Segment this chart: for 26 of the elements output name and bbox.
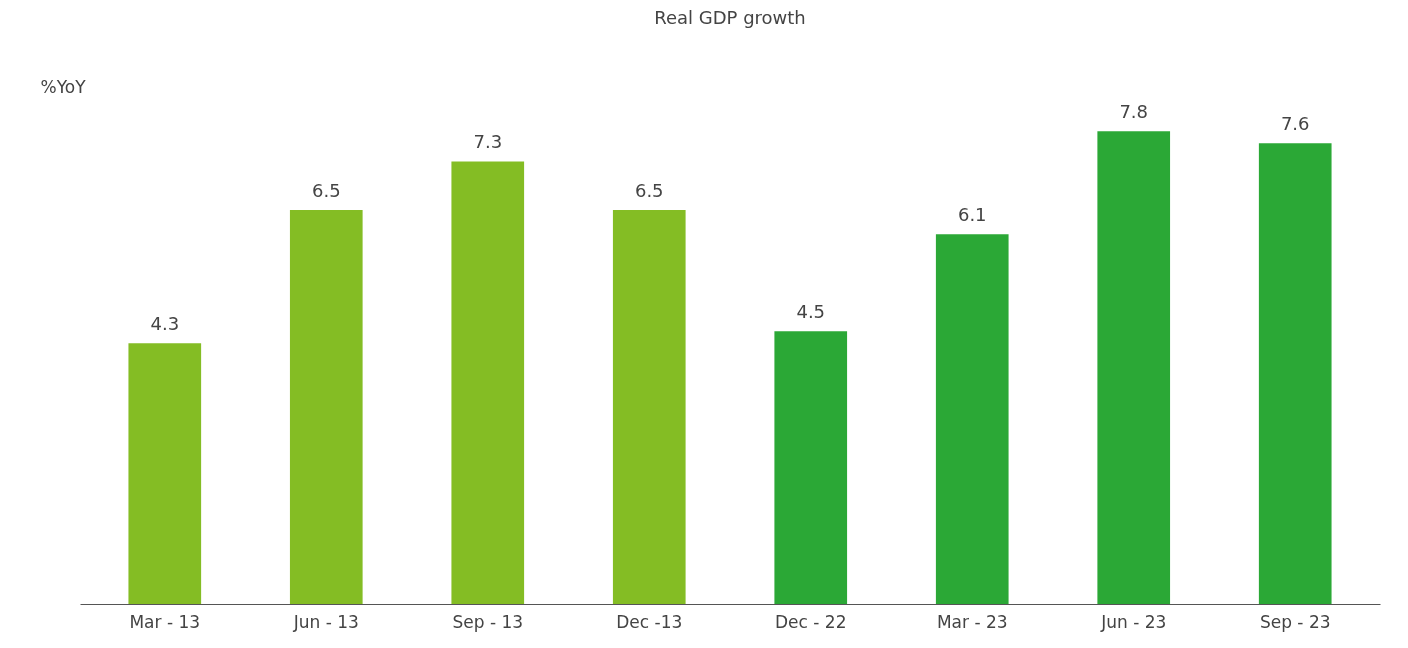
bar (1097, 131, 1171, 604)
x-tick-label: Jun - 13 (292, 611, 359, 632)
x-tick-label: Jun - 23 (1100, 611, 1167, 632)
y-axis-title: %YoY (40, 76, 87, 97)
data-label: 7.8 (1119, 101, 1149, 123)
x-tick-label: Dec -13 (616, 611, 683, 632)
bar (612, 209, 686, 604)
bar (774, 331, 848, 604)
data-label: 7.6 (1280, 113, 1310, 135)
x-tick-label: Mar - 13 (129, 611, 201, 632)
x-tick-label: Dec - 22 (775, 611, 847, 632)
data-label: 6.1 (957, 204, 987, 226)
bar (1258, 143, 1332, 604)
x-tick-label: Mar - 23 (936, 611, 1008, 632)
chart-title: Real GDP growth (654, 7, 806, 28)
x-tick-label: Sep - 13 (452, 611, 524, 632)
data-label: 6.5 (311, 179, 341, 201)
data-label: 4.3 (150, 313, 180, 335)
bar (128, 343, 202, 604)
x-tick-label: Sep - 23 (1259, 611, 1331, 632)
data-label: 6.5 (634, 179, 664, 201)
bar (289, 209, 363, 604)
bar (935, 234, 1009, 604)
data-label: 7.3 (473, 131, 503, 153)
data-label: 4.5 (796, 301, 826, 323)
bar (451, 161, 525, 604)
